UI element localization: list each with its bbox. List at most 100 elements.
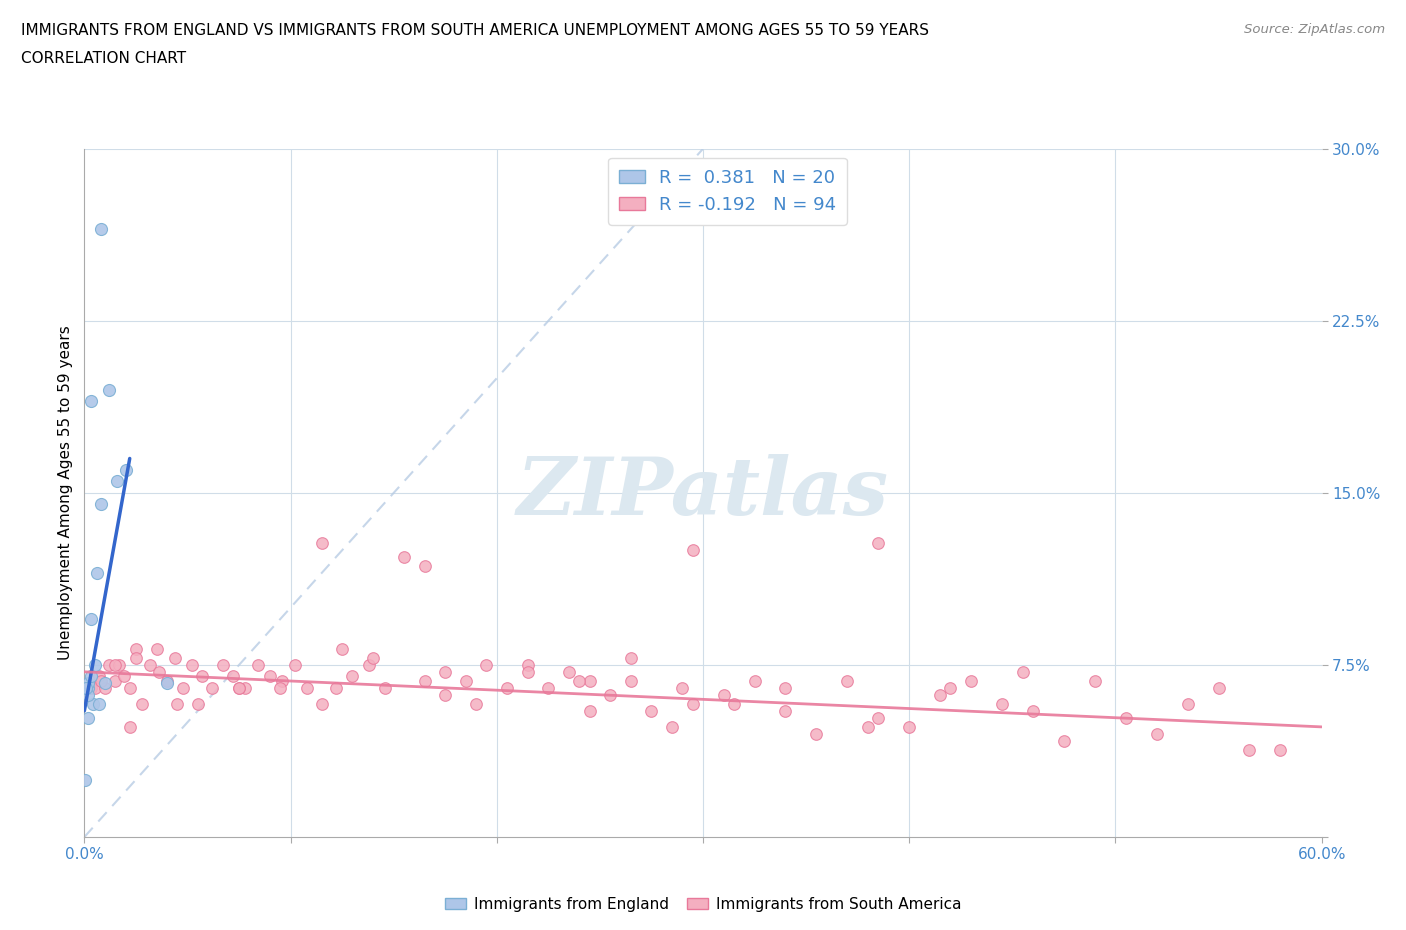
Point	[661, 720, 683, 735]
Point	[568, 673, 591, 688]
Point	[77, 681, 100, 696]
Point	[83, 681, 105, 696]
Point	[271, 673, 294, 688]
Point	[496, 681, 519, 696]
Point	[1270, 742, 1292, 757]
Point	[775, 703, 797, 718]
Point	[723, 697, 745, 711]
Point	[516, 658, 538, 672]
Point	[79, 681, 101, 696]
Point	[1053, 733, 1076, 748]
Point	[465, 697, 488, 711]
Point	[87, 697, 110, 711]
Point	[374, 681, 396, 696]
Point	[558, 664, 581, 679]
Point	[1022, 703, 1045, 718]
Point	[1146, 726, 1168, 741]
Text: IMMIGRANTS FROM ENGLAND VS IMMIGRANTS FROM SOUTH AMERICA UNEMPLOYMENT AMONG AGES: IMMIGRANTS FROM ENGLAND VS IMMIGRANTS FR…	[21, 23, 929, 38]
Point	[156, 676, 179, 691]
Point	[434, 687, 457, 702]
Point	[1208, 681, 1230, 696]
Point	[454, 673, 477, 688]
Point	[475, 658, 498, 672]
Point	[166, 697, 188, 711]
Point	[165, 651, 187, 666]
Point	[233, 681, 256, 696]
Point	[90, 673, 112, 688]
Point	[311, 697, 333, 711]
Point	[671, 681, 693, 696]
Point	[330, 642, 353, 657]
Point	[578, 703, 600, 718]
Point	[868, 711, 890, 725]
Point	[145, 642, 167, 657]
Text: ZIPatlas: ZIPatlas	[517, 454, 889, 532]
Point	[269, 681, 291, 696]
Point	[108, 658, 131, 672]
Point	[77, 711, 100, 725]
Point	[90, 221, 112, 236]
Point	[392, 550, 415, 565]
Point	[620, 651, 643, 666]
Point	[156, 673, 179, 688]
Point	[413, 673, 436, 688]
Point	[94, 681, 117, 696]
Point	[90, 497, 112, 512]
Point	[939, 681, 962, 696]
Point	[79, 612, 101, 627]
Point	[98, 382, 121, 397]
Point	[211, 658, 233, 672]
Point	[516, 664, 538, 679]
Point	[682, 543, 704, 558]
Point	[118, 720, 141, 735]
Point	[79, 393, 101, 408]
Point	[191, 669, 214, 684]
Point	[311, 536, 333, 551]
Point	[82, 697, 104, 711]
Point	[125, 642, 148, 657]
Point	[104, 658, 127, 672]
Point	[104, 673, 127, 688]
Point	[640, 703, 662, 718]
Point	[112, 669, 135, 684]
Point	[856, 720, 879, 735]
Point	[1115, 711, 1137, 725]
Point	[77, 687, 100, 702]
Point	[744, 673, 766, 688]
Point	[929, 687, 952, 702]
Point	[1011, 664, 1033, 679]
Point	[991, 697, 1014, 711]
Point	[228, 681, 250, 696]
Point	[361, 651, 384, 666]
Point	[620, 673, 643, 688]
Point	[180, 658, 202, 672]
Point	[77, 676, 100, 691]
Point	[98, 658, 121, 672]
Point	[94, 676, 117, 691]
Legend: Immigrants from England, Immigrants from South America: Immigrants from England, Immigrants from…	[439, 891, 967, 918]
Point	[599, 687, 621, 702]
Point	[79, 669, 101, 684]
Point	[228, 681, 250, 696]
Point	[295, 681, 318, 696]
Point	[1084, 673, 1107, 688]
Point	[75, 772, 97, 787]
Point	[837, 673, 859, 688]
Point	[342, 669, 364, 684]
Point	[775, 681, 797, 696]
Point	[868, 536, 890, 551]
Point	[75, 681, 97, 696]
Point	[114, 462, 136, 477]
Point	[259, 669, 281, 684]
Point	[1239, 742, 1261, 757]
Point	[960, 673, 983, 688]
Point	[713, 687, 735, 702]
Point	[284, 658, 307, 672]
Point	[806, 726, 828, 741]
Point	[187, 697, 209, 711]
Point	[1177, 697, 1199, 711]
Point	[148, 664, 170, 679]
Point	[201, 681, 224, 696]
Text: CORRELATION CHART: CORRELATION CHART	[21, 51, 186, 66]
Point	[222, 669, 245, 684]
